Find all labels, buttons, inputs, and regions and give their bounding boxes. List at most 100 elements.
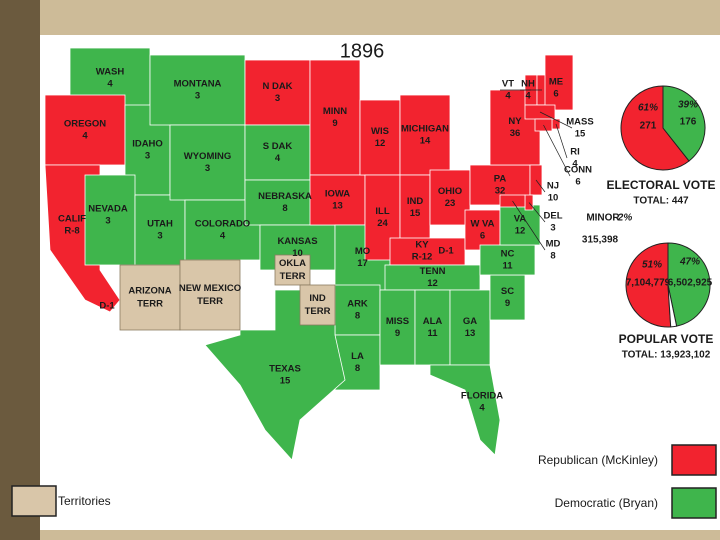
state [379,289,416,366]
legend-swatch [671,487,717,519]
state-votes: 13 [332,201,343,212]
state-name: IDAHO [132,139,163,150]
state-votes: 8 [550,251,555,262]
territory-name: NEW MEXICO [179,283,241,294]
territory-name: ARIZONA [128,286,171,297]
state-votes: 4 [505,91,511,102]
legend-swatch [11,485,57,517]
state-votes: 9 [332,118,337,129]
state-votes: 4 [572,159,578,170]
state-votes: 13 [465,328,476,339]
pie-slice [667,242,711,327]
state-name: NEVADA [88,204,128,215]
leader-line [555,123,568,159]
leader-line [528,202,546,223]
state-name: N DAK [262,81,292,92]
state-name: W VA [470,219,494,230]
pie-total: TOTAL: 13,923,102 [622,350,711,361]
state-votes: 3 [205,163,210,174]
slice-votes: 6,502,925 [668,278,713,289]
state [384,264,481,291]
state [414,289,451,366]
state-votes: 4 [525,91,531,102]
state-name: UTAH [147,219,173,230]
state-votes: 17 [357,258,368,269]
state-name: MASS [566,117,593,128]
state-votes: 8 [355,311,360,322]
state-name: SC [501,286,514,297]
frame-strip [0,0,40,540]
territory-name: TERR [280,271,306,282]
state-votes: 4 [479,403,485,414]
state-name: KANSAS [277,236,317,247]
state [334,284,381,336]
state-votes: 3 [157,231,162,242]
state [169,124,246,201]
territory-name: IND [309,293,326,304]
state-votes: 12 [375,138,386,149]
state-votes: R-12 [412,252,433,263]
state-votes: 3 [105,216,110,227]
pie-slice [667,284,678,328]
state-name: KY [415,240,429,251]
state-votes: 15 [410,208,421,219]
state-name: MO [355,246,370,257]
state-votes: 23 [445,198,456,209]
state-votes: 4 [107,79,113,90]
state [359,99,401,176]
state-name: CONN [564,165,592,176]
state-votes: 11 [502,261,513,272]
territory-name: OKLA [279,258,306,269]
slice-percent: 2% [617,213,633,224]
state-votes: 9 [395,328,400,339]
state [464,209,501,251]
state [479,244,536,276]
state-votes: 11 [427,328,438,339]
leader-line [543,124,571,177]
state-votes: 15 [575,129,586,140]
map [44,47,574,461]
state-votes: 8 [355,363,360,374]
state-name: RI [570,147,580,158]
state-name: ILL [375,206,389,217]
state-name: TENN [420,266,446,277]
legend-label: Territories [58,494,111,508]
pie-title: ELECTORAL VOTE [607,178,716,192]
state-name: NH [521,79,535,90]
state-name: VT [502,79,514,90]
state-name: WASH [96,67,125,78]
split-votes: D-1 [438,246,454,257]
legend-label: Republican (McKinley) [538,453,658,467]
slice-votes: 315,398 [582,235,619,246]
state [399,174,431,241]
territory-name: TERR [197,296,223,307]
state-votes: 6 [480,231,485,242]
state-name: ME [549,77,563,88]
state-name: WIS [371,126,389,137]
state-votes: 3 [275,93,280,104]
state-name: NJ [547,181,559,192]
state-votes: 3 [550,223,555,234]
state [309,174,366,226]
state-votes: 10 [292,248,303,259]
state-name: NY [508,116,522,127]
state-votes: 32 [495,186,506,197]
state-name: COLORADO [195,219,250,230]
state [544,54,574,111]
state-votes: 15 [280,376,291,387]
state-votes: 3 [145,151,150,162]
state-votes: 4 [275,153,281,164]
state [399,94,451,176]
pie-title: POPULAR VOTE [619,332,714,346]
state-name: DEL [544,211,563,222]
state-votes: 12 [427,278,438,289]
territory [274,254,311,286]
state-votes: 4 [82,131,88,142]
leader-line [512,200,546,251]
territory-name: TERR [137,299,163,310]
legend-label: Democratic (Bryan) [555,496,658,510]
leader-line [539,111,573,129]
state [429,364,501,456]
state-name: OREGON [64,119,106,130]
